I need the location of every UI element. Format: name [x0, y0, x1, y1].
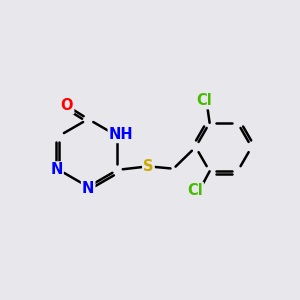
Text: Cl: Cl [187, 183, 203, 198]
Text: O: O [61, 98, 73, 113]
Text: Cl: Cl [196, 93, 212, 108]
Text: N: N [82, 181, 94, 196]
Text: NH: NH [109, 127, 133, 142]
Text: S: S [143, 159, 154, 174]
Text: N: N [50, 162, 63, 177]
